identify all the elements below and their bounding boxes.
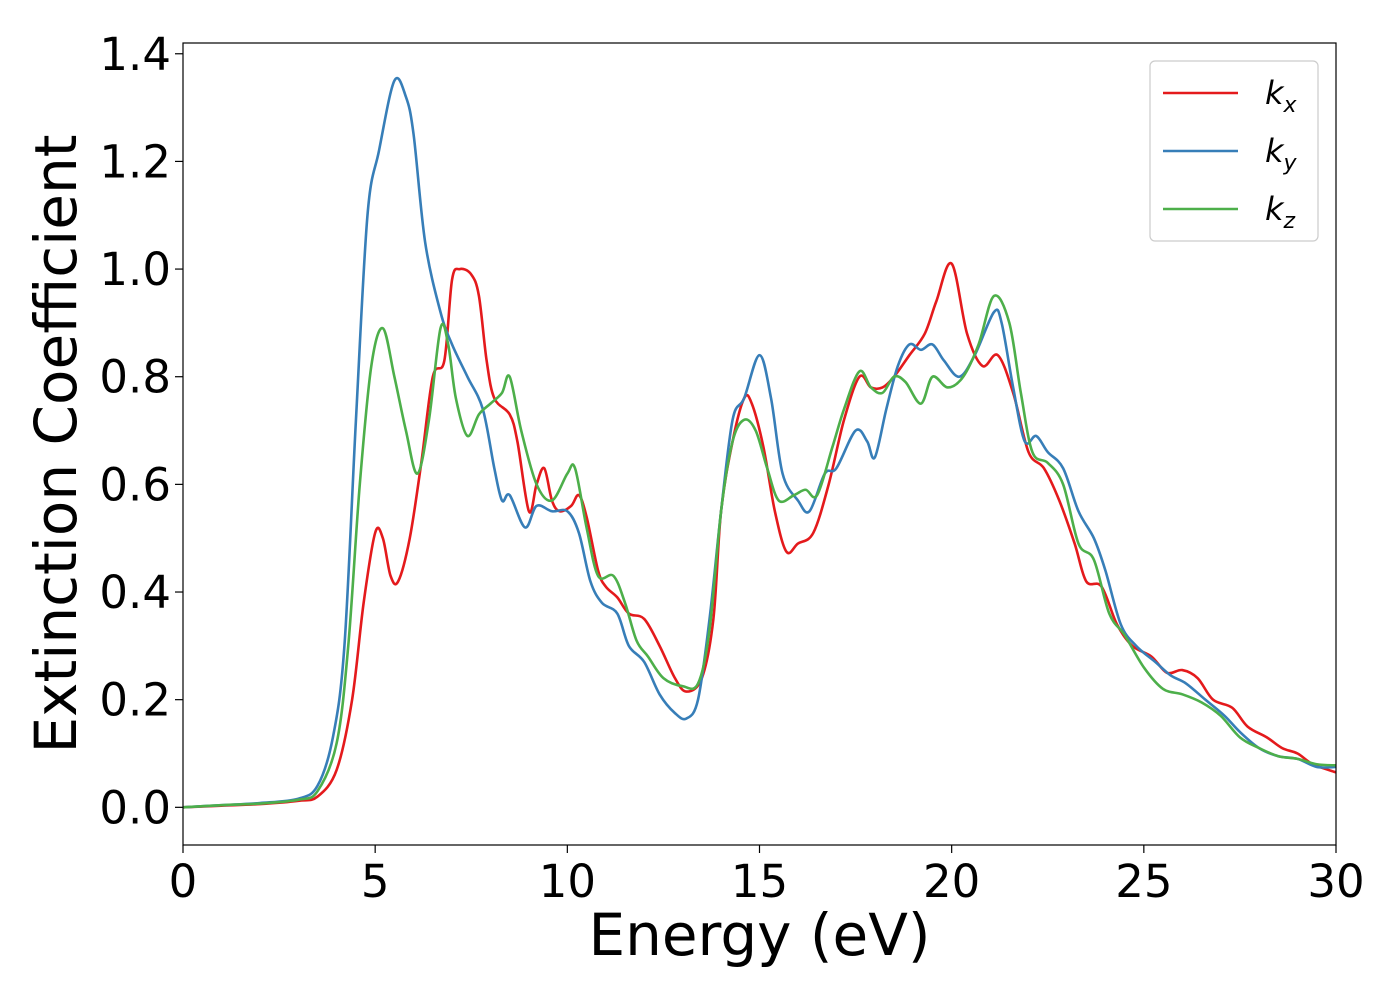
x-tick-label: 15: [731, 855, 788, 908]
x-axis: 0 5 10 15 20 25 30: [169, 845, 1365, 908]
x-tick-label: 5: [361, 855, 390, 908]
y-tick-label: 1.0: [99, 243, 171, 296]
y-tick-label: 0.2: [99, 674, 171, 727]
series-line-z: [183, 294, 1336, 809]
x-tick-label: 30: [1307, 855, 1364, 908]
y-tick-label: 0.0: [99, 781, 171, 834]
legend: kx ky kz: [1149, 60, 1319, 242]
legend-label-x: kx: [1265, 74, 1298, 118]
x-tick-label: 0: [169, 855, 198, 908]
y-tick-label: 1.4: [99, 28, 171, 81]
y-axis: 0.0 0.2 0.4 0.6 0.8 1.0 1.2 1.4: [99, 28, 183, 834]
legend-label-y: ky: [1265, 132, 1298, 176]
x-tick-label: 25: [1115, 855, 1172, 908]
y-tick-label: 0.4: [99, 566, 171, 619]
series-layer: [183, 76, 1336, 809]
y-axis-title: Extinction Coefficient: [22, 135, 90, 754]
x-axis-title: Energy (eV): [588, 901, 930, 969]
x-tick-label: 20: [923, 855, 980, 908]
y-tick-label: 0.8: [99, 351, 171, 404]
y-tick-label: 0.6: [99, 458, 171, 511]
legend-label-z: kz: [1265, 190, 1296, 234]
series-line-y: [183, 76, 1336, 809]
x-tick-label: 10: [539, 855, 596, 908]
y-tick-label: 1.2: [99, 135, 171, 188]
